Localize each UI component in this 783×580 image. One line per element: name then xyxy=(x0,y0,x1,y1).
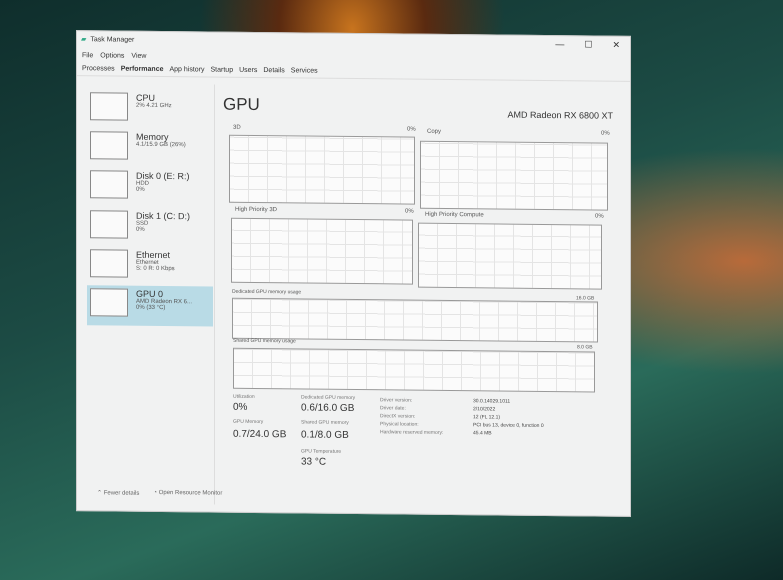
graph-copy[interactable] xyxy=(420,140,608,211)
item-name: Memory xyxy=(136,131,169,143)
graph-max-hpcompute: 0% xyxy=(595,213,604,220)
sidebar-item-ethernet[interactable]: Ethernet Ethernet S: 0 R: 0 Kbps xyxy=(87,246,213,287)
tab-startup[interactable]: Startup xyxy=(210,66,234,74)
ethernet-thumbnail xyxy=(90,249,128,278)
footer: ⌃ Fewer details ◔ Open Resource Monitor xyxy=(97,489,222,497)
maximize-button[interactable]: ☐ xyxy=(584,38,593,50)
graph-dedicated-memory[interactable] xyxy=(232,297,598,343)
gpu-memory-value: 0.7/24.0 GB xyxy=(233,428,287,441)
item-name: Ethernet xyxy=(136,249,171,261)
tab-processes[interactable]: Processes xyxy=(82,65,115,73)
graph-max-3d: 0% xyxy=(407,126,416,133)
gpu-thumbnail xyxy=(90,288,128,317)
page-title: GPU xyxy=(223,94,260,115)
reserved-memory-value: 45.4 MB xyxy=(473,430,492,437)
utilization-value: 0% xyxy=(233,401,248,413)
cpu-thumbnail xyxy=(90,92,128,121)
disk0-thumbnail xyxy=(90,170,128,199)
sidebar-item-disk1[interactable]: Disk 1 (C: D:) SSD 0% xyxy=(87,207,213,248)
tab-details[interactable]: Details xyxy=(263,67,285,75)
graph-high-priority-compute[interactable] xyxy=(418,222,602,290)
disk1-thumbnail xyxy=(90,210,128,239)
item-name: CPU xyxy=(136,92,156,103)
graph-shared-memory[interactable] xyxy=(233,347,595,393)
sidebar-item-gpu0[interactable]: GPU 0 AMD Radeon RX 6... 0% (33 °C) xyxy=(87,285,213,327)
item-detail-2: S: 0 R: 0 Kbps xyxy=(136,265,175,273)
fewer-details-link[interactable]: ⌃ Fewer details xyxy=(97,489,139,496)
resource-monitor-label: Open Resource Monitor xyxy=(158,489,223,497)
item-detail-2: 0% (33 °C) xyxy=(136,304,166,312)
graph-3d[interactable] xyxy=(229,134,415,205)
sidebar-item-cpu[interactable]: CPU 2% 4.21 GHz xyxy=(87,89,213,130)
tab-users[interactable]: Users xyxy=(239,66,258,74)
item-detail: 4.1/15.9 GB (26%) xyxy=(136,141,186,149)
graph-label-3d: 3D xyxy=(233,124,241,131)
graph-max-hp3d: 0% xyxy=(405,208,414,215)
menu-options[interactable]: Options xyxy=(100,52,125,60)
utilization-label: Utilization xyxy=(233,393,255,400)
item-name: GPU 0 xyxy=(136,288,164,300)
item-detail: 2% 4.21 GHz xyxy=(136,102,172,110)
task-manager-window: ▰ Task Manager — ☐ ✕ File Options View P… xyxy=(76,30,631,517)
menu-view[interactable]: View xyxy=(131,52,147,60)
window-title: Task Manager xyxy=(90,35,135,44)
item-detail-2: 0% xyxy=(136,186,145,193)
memory-thumbnail xyxy=(90,131,128,160)
fewer-details-label: Fewer details xyxy=(103,490,140,497)
item-name: Disk 0 (E: R:) xyxy=(136,170,190,182)
shared-value: 0.1/8.0 GB xyxy=(301,429,349,441)
close-button[interactable]: ✕ xyxy=(612,39,620,50)
app-icon: ▰ xyxy=(81,36,87,44)
gpu-memory-label: GPU Memory xyxy=(233,418,264,426)
item-detail-2: 0% xyxy=(136,226,145,233)
graph-high-priority-3d[interactable] xyxy=(231,217,413,285)
resource-monitor-link[interactable]: ◔ Open Resource Monitor xyxy=(153,490,222,498)
gpu-name: AMD Radeon RX 6800 XT xyxy=(507,109,613,121)
minimize-button[interactable]: — xyxy=(555,38,565,49)
graph-label-hpcompute: High Priority Compute xyxy=(425,211,484,219)
chevron-up-icon: ⌃ xyxy=(97,490,104,497)
sidebar-item-memory[interactable]: Memory 4.1/15.9 GB (26%) xyxy=(87,128,213,169)
graph-label-hp3d: High Priority 3D xyxy=(235,206,278,214)
info-keys: Driver version: Driver date: DirectX ver… xyxy=(380,396,443,437)
tab-app-history[interactable]: App history xyxy=(169,66,205,74)
gpu-panel: GPU AMD Radeon RX 6800 XT 3D 0% Copy 0% … xyxy=(223,93,623,497)
temp-label: GPU Temperature xyxy=(301,448,342,455)
shared-label: Shared GPU memory xyxy=(301,419,349,426)
graph-label-copy: Copy xyxy=(427,128,442,135)
graph-max-copy: 0% xyxy=(601,130,610,137)
sidebar: CPU 2% 4.21 GHz Memory 4.1/15.9 GB (26%) D… xyxy=(79,83,215,505)
menu-file[interactable]: File xyxy=(82,52,94,60)
info-values: 30.0.14029.1011 2/10/2022 12 (FL 12.1) P… xyxy=(473,397,544,438)
reserved-memory-label: Hardware reserved memory: xyxy=(380,429,444,436)
graph-max-shared: 8.0 GB xyxy=(577,344,593,351)
graph-label-shared: Shared GPU memory usage xyxy=(233,337,296,345)
dedicated-label: Dedicated GPU memory xyxy=(301,394,356,402)
tab-performance[interactable]: Performance xyxy=(120,65,164,74)
graph-label-dedicated: Dedicated GPU memory usage xyxy=(232,288,302,296)
item-name: Disk 1 (C: D:) xyxy=(136,210,190,222)
temp-value: 33 °C xyxy=(301,456,327,468)
tab-services[interactable]: Services xyxy=(290,67,318,75)
sidebar-item-disk0[interactable]: Disk 0 (E: R:) HDD 0% xyxy=(87,167,213,208)
dedicated-value: 0.6/16.0 GB xyxy=(301,402,355,415)
